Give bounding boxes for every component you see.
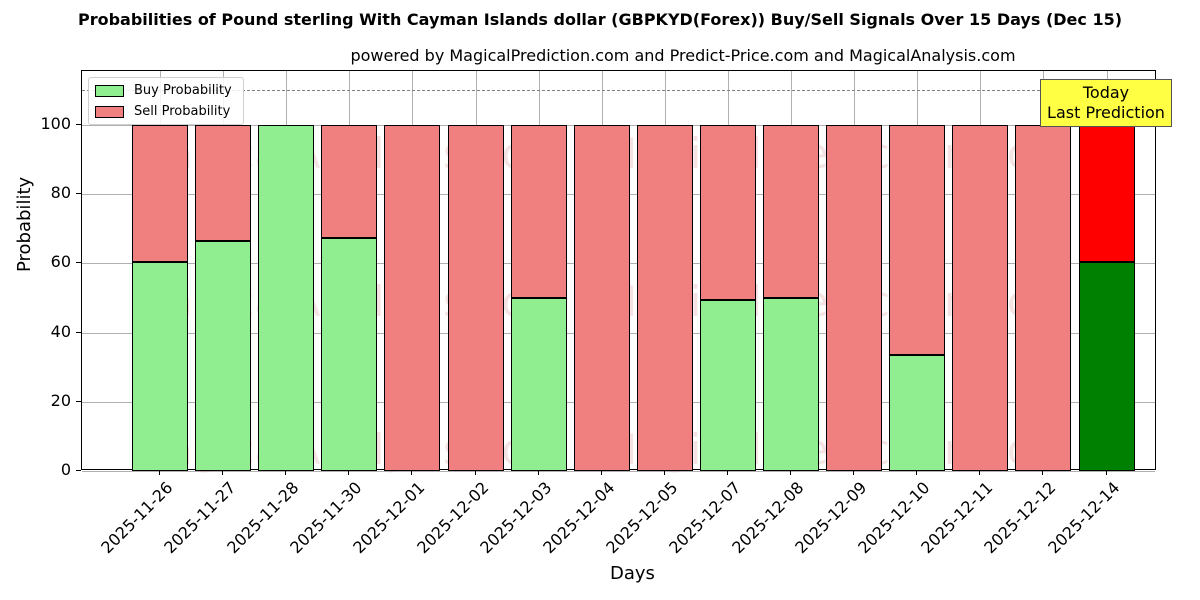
sell-bar [763, 125, 819, 298]
x-tick-mark [979, 470, 981, 475]
annotation-line-1: Today [1082, 83, 1130, 102]
y-tick-mark [76, 124, 81, 125]
sell-bar [952, 125, 1009, 471]
plot-area: MagicalAnalysis.comMagicalPrediction.com… [81, 70, 1156, 474]
buy-bar [195, 241, 252, 471]
legend: Buy Probability Sell Probability [88, 77, 244, 125]
y-tick-label: 100 [40, 114, 71, 133]
x-tick-mark [222, 470, 224, 475]
y-tick-label: 20 [50, 390, 71, 410]
legend-sell-label: Sell Probability [134, 104, 231, 119]
y-tick-label: 40 [50, 321, 71, 341]
y-axis-label: Probability [14, 176, 35, 272]
y-tick-mark [76, 262, 81, 264]
x-tick-mark [285, 470, 287, 475]
buy-bar [258, 125, 315, 471]
x-tick-mark [1042, 470, 1044, 475]
x-tick-mark [411, 470, 413, 475]
x-axis-label: Days [610, 563, 655, 584]
grid-line-h [82, 471, 1155, 472]
x-tick-mark [916, 470, 918, 475]
sell-bar [1078, 125, 1135, 263]
chart-title: Probabilities of Pound sterling With Cay… [77, 10, 1123, 29]
sell-swatch-icon [95, 105, 124, 118]
x-tick-mark [537, 470, 539, 475]
legend-item-buy: Buy Probability [95, 83, 232, 98]
y-tick-mark [76, 470, 81, 471]
buy-bar [699, 300, 756, 471]
buy-bar [132, 262, 188, 471]
today-annotation: Today Last Prediction [1040, 79, 1172, 127]
y-tick-label: 60 [50, 252, 71, 272]
annotation-line-2: Last Prediction [1047, 103, 1165, 122]
buy-bar [763, 298, 819, 471]
buy-bar [889, 355, 946, 471]
x-tick-mark [474, 470, 476, 475]
buy-swatch-icon [95, 84, 124, 97]
y-tick-label: 0 [60, 460, 71, 479]
x-tick-mark [600, 470, 602, 475]
sell-bar [573, 125, 630, 471]
chart-subtitle: powered by MagicalPrediction.com and Pre… [350, 46, 1016, 65]
buy-bar [321, 238, 378, 471]
x-tick-mark [159, 470, 160, 475]
sell-bar [195, 125, 252, 242]
y-tick-mark [76, 193, 81, 195]
x-tick-mark [853, 470, 855, 475]
y-tick-mark [76, 331, 81, 333]
y-tick-mark [76, 400, 81, 402]
legend-buy-label: Buy Probability [134, 83, 232, 98]
reference-line [82, 90, 1155, 92]
x-tick-mark [790, 470, 791, 475]
legend-item-sell: Sell Probability [95, 104, 230, 119]
x-tick-mark [1105, 470, 1107, 475]
x-tick-mark [348, 470, 350, 475]
sell-bar [826, 125, 883, 471]
sell-bar [132, 125, 188, 263]
sell-bar [510, 125, 567, 298]
sell-bar [321, 125, 378, 239]
sell-bar [1015, 125, 1072, 471]
sell-bar [699, 125, 756, 301]
x-tick-mark [726, 470, 728, 475]
y-tick-label: 80 [50, 183, 71, 203]
buy-bar [1078, 262, 1135, 471]
x-tick-mark [663, 470, 665, 475]
sell-bar [384, 125, 441, 471]
sell-bar [447, 125, 504, 471]
sell-bar [636, 125, 693, 471]
buy-bar [510, 298, 567, 471]
sell-bar [889, 125, 946, 356]
